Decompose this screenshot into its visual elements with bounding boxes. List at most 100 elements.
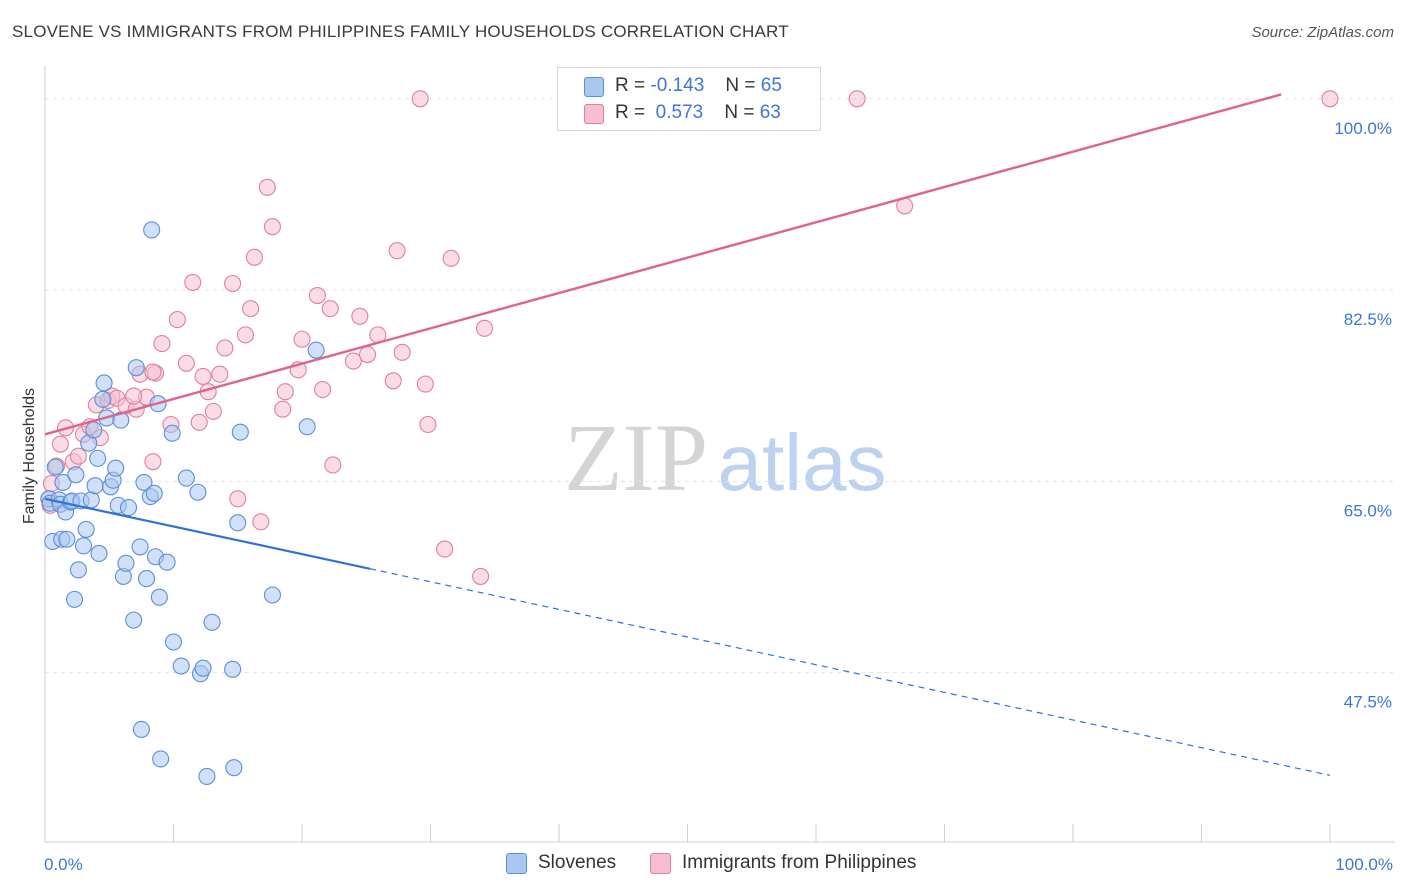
- slovenes-point: [229, 514, 247, 532]
- slovenes-point: [69, 561, 87, 579]
- philippines-point: [184, 273, 202, 291]
- slovenes-point: [152, 750, 170, 768]
- slovenes-point: [135, 473, 153, 491]
- legend-n-label: N =: [724, 102, 755, 123]
- slovenes-point: [132, 720, 150, 738]
- y-tick-label: 65.0%: [1344, 501, 1392, 520]
- y-tick-labels: 47.5% 65.0% 82.5% 100.0%: [1334, 119, 1392, 712]
- slovenes-point: [131, 538, 149, 556]
- slovenes-point: [94, 390, 112, 408]
- philippines-point: [1321, 90, 1339, 108]
- correlation-legend: R = -0.143 N = 65 R = 0.573 N = 63: [557, 67, 821, 131]
- legend-n-value: 63: [759, 102, 781, 123]
- slovenes-trend-extension: [369, 568, 1331, 776]
- philippines-point: [388, 242, 406, 260]
- slovenes-point: [164, 633, 183, 651]
- philippines-point: [416, 375, 434, 393]
- y-axis-label: Family Households: [21, 388, 38, 524]
- philippines-point: [177, 354, 195, 372]
- legend-r-value: -0.143: [650, 75, 705, 96]
- slovenes-trend-line: [44, 497, 371, 570]
- philippines-point: [321, 300, 339, 318]
- slovenes-point: [203, 613, 221, 631]
- slovenes-point: [263, 586, 281, 604]
- philippines-point: [51, 435, 69, 453]
- slovenes-point: [89, 449, 107, 467]
- slovenes-point: [224, 660, 242, 678]
- legend-n-value: 65: [760, 75, 782, 96]
- slovenes-point: [58, 530, 76, 548]
- slovenes-point: [112, 411, 130, 429]
- philippines-point: [194, 367, 212, 385]
- philippines-point: [216, 339, 234, 357]
- bottom-legend-label-slovenes: Slovenes: [538, 852, 617, 873]
- slovenes-point: [143, 221, 161, 239]
- watermark-zip: ZIP: [564, 404, 708, 511]
- slovenes-point: [125, 611, 143, 629]
- slovenes-point: [163, 424, 181, 442]
- slovenes-point: [298, 418, 316, 436]
- x-tick-label: 100.0%: [1335, 855, 1393, 874]
- slovenes-point: [86, 477, 104, 495]
- slovenes-point: [137, 570, 156, 588]
- chart-title: SLOVENE VS IMMIGRANTS FROM PHILIPPINES F…: [12, 22, 789, 41]
- legend-n-label: N =: [725, 75, 756, 96]
- slovenes-point: [189, 483, 207, 501]
- philippines-point: [190, 413, 208, 431]
- trend-lines: [44, 93, 1331, 776]
- philippines-point: [475, 319, 494, 337]
- philippines-point: [324, 456, 342, 474]
- philippines-point: [242, 300, 260, 318]
- series-slovenes-points: [40, 221, 325, 785]
- philippines-point: [144, 453, 162, 471]
- slovenes-point: [119, 499, 138, 517]
- slovenes-point: [85, 421, 103, 439]
- x-tick-label: 0.0%: [44, 855, 83, 874]
- philippines-point: [384, 372, 402, 390]
- philippines-point: [419, 415, 437, 434]
- source-credit: Source: ZipAtlas.com: [1251, 24, 1394, 41]
- philippines-point: [442, 249, 460, 267]
- philippines-point: [344, 352, 362, 370]
- slovenes-point: [172, 657, 190, 675]
- philippines-point: [258, 178, 276, 196]
- bottom-legend-swatch-philippines: [650, 853, 671, 874]
- legend-r-value: 0.573: [655, 102, 704, 123]
- philippines-point: [314, 380, 332, 399]
- slovenes-point: [231, 423, 249, 441]
- legend-swatch-philippines: [584, 104, 604, 124]
- slovenes-point: [75, 537, 93, 555]
- slovenes-point: [307, 341, 325, 359]
- philippines-point: [252, 513, 270, 531]
- philippines-point: [153, 335, 171, 353]
- slovenes-point: [194, 659, 212, 677]
- x-tick-labels: 0.0% 100.0%: [44, 855, 1393, 874]
- slovenes-point: [82, 491, 100, 509]
- y-tick-label: 82.5%: [1344, 310, 1392, 329]
- philippines-point: [236, 326, 255, 344]
- legend-r-label: R =: [615, 102, 646, 123]
- philippines-point: [211, 365, 229, 383]
- philippines-point: [351, 307, 369, 325]
- slovenes-point: [145, 484, 163, 502]
- philippines-point: [263, 218, 281, 236]
- philippines-point: [204, 402, 222, 420]
- y-tick-label: 47.5%: [1344, 693, 1392, 712]
- watermark: ZIP atlas: [564, 404, 886, 511]
- philippines-point: [472, 567, 490, 585]
- slovenes-point: [225, 759, 243, 777]
- philippines-point: [168, 311, 186, 329]
- slovenes-point: [127, 359, 145, 377]
- philippines-point: [411, 90, 429, 108]
- slovenes-point: [158, 553, 176, 571]
- philippines-point: [358, 345, 377, 364]
- watermark-atlas: atlas: [718, 418, 887, 507]
- philippines-point: [393, 343, 411, 361]
- philippines-point: [308, 286, 326, 305]
- philippines-point: [245, 248, 264, 266]
- slovenes-point: [90, 544, 108, 563]
- legend-swatch-slovenes: [584, 77, 604, 97]
- bottom-legend-label-philippines: Immigrants from Philippines: [682, 852, 917, 873]
- philippines-point: [229, 490, 247, 508]
- slovenes-point: [107, 459, 125, 477]
